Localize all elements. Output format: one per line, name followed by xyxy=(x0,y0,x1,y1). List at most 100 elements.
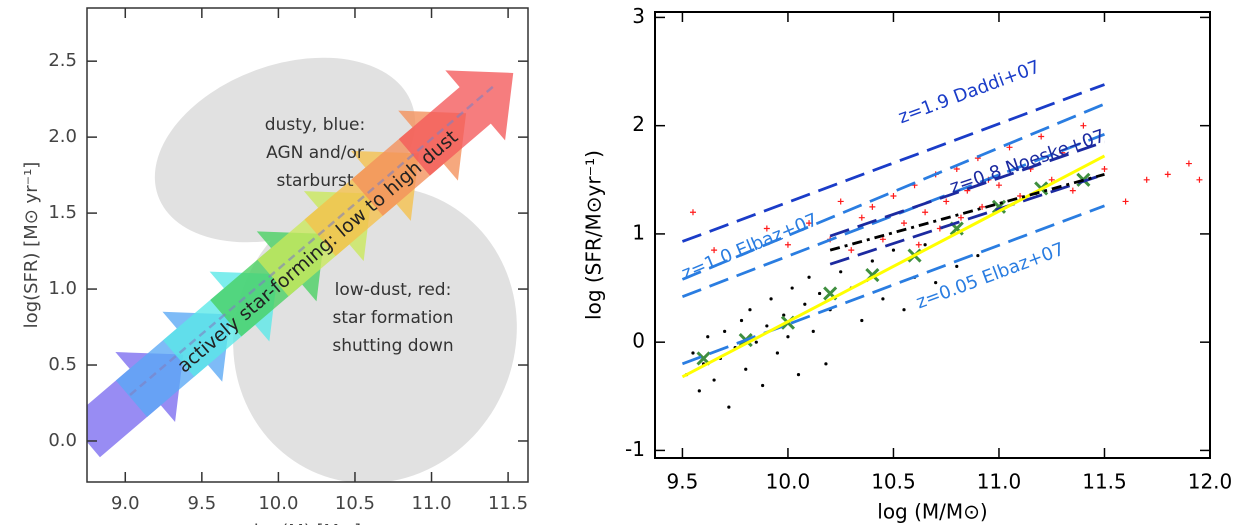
fit-line xyxy=(681,133,1105,299)
point xyxy=(763,225,770,232)
annotation: starburst xyxy=(276,171,353,191)
point xyxy=(807,275,811,279)
annotation: dusty, blue: xyxy=(265,115,365,135)
point xyxy=(848,247,855,254)
y-tick-label: 0.0 xyxy=(48,430,77,451)
left-panel: 9.0 9.5 10.0 10.5 11.0 11.5 0.0 0.5 1.0 1.5 2.0 2.5… xyxy=(21,7,529,525)
point xyxy=(1069,187,1076,194)
line-label: z=0.8 Noeske+07 xyxy=(947,125,1108,198)
point xyxy=(955,264,959,268)
point xyxy=(953,165,960,172)
point xyxy=(769,297,773,301)
annotation: shutting down xyxy=(332,336,453,356)
x-tick-label: 9.0 xyxy=(111,493,140,514)
point xyxy=(957,214,964,221)
annotation: star formation xyxy=(333,308,454,328)
point xyxy=(806,220,813,227)
annotation: AGN and/or xyxy=(266,143,364,163)
x-tick-label: 12.0 xyxy=(1188,470,1233,494)
point xyxy=(901,220,908,227)
plot-area xyxy=(681,83,1203,409)
point xyxy=(754,340,758,344)
point xyxy=(870,259,874,263)
x-tick-label: 10.5 xyxy=(871,470,916,494)
arrow-axis xyxy=(129,84,496,396)
point xyxy=(1185,160,1192,167)
plot-frame xyxy=(86,7,529,483)
point xyxy=(1196,176,1203,183)
point xyxy=(1164,171,1171,178)
x-tick-label: 9.5 xyxy=(667,470,699,494)
point xyxy=(1038,133,1045,140)
y-tick-label: 3 xyxy=(632,4,645,28)
point xyxy=(923,243,927,247)
point xyxy=(976,253,980,258)
point xyxy=(991,199,1007,214)
schematic xyxy=(87,57,517,482)
point xyxy=(922,209,929,216)
x-tick-label: 10.0 xyxy=(766,470,811,494)
point xyxy=(711,247,718,254)
x-tick-label: 11.5 xyxy=(488,493,528,514)
point xyxy=(1080,122,1087,129)
point xyxy=(890,193,897,200)
x-tick-label: 11.0 xyxy=(977,470,1022,494)
y-tick-label: -1 xyxy=(625,437,645,461)
fit-line xyxy=(829,173,1105,266)
x-axis-label: log(M) [M⊙] xyxy=(254,521,361,525)
point xyxy=(697,389,701,393)
point xyxy=(691,351,695,355)
point xyxy=(1048,176,1055,183)
x-tick-label: 10.5 xyxy=(335,493,375,514)
point xyxy=(723,329,727,333)
point xyxy=(839,270,843,274)
point xyxy=(727,405,731,409)
fit-line xyxy=(681,204,1105,366)
point xyxy=(1006,144,1013,151)
point xyxy=(748,308,752,312)
y-axis-label: log (SFR/M⊙yr⁻¹) xyxy=(582,150,606,320)
plot-frame xyxy=(654,11,1211,459)
point xyxy=(881,297,885,301)
point xyxy=(775,351,779,355)
point xyxy=(879,236,886,243)
arrow xyxy=(398,70,514,176)
point xyxy=(1101,165,1108,172)
fit-line xyxy=(681,83,1105,243)
point xyxy=(765,324,769,328)
y-tick-label: 0 xyxy=(632,329,645,353)
point xyxy=(790,286,794,290)
point xyxy=(837,198,844,205)
point xyxy=(995,182,1002,189)
point xyxy=(1143,176,1150,183)
point xyxy=(712,378,716,382)
line-label: z=1.9 Daddi+07 xyxy=(895,56,1043,128)
y-tick-label: 1.5 xyxy=(48,202,77,223)
point xyxy=(796,373,801,377)
point xyxy=(786,335,790,339)
point xyxy=(744,367,748,371)
point xyxy=(818,291,822,296)
y-tick-label: 2 xyxy=(632,112,645,136)
point xyxy=(761,383,765,388)
point xyxy=(803,302,807,306)
x-tick-label: 10.0 xyxy=(258,493,298,514)
y-tick-label: 0.5 xyxy=(48,354,77,375)
y-tick-label: 2.5 xyxy=(48,50,77,71)
point xyxy=(858,214,865,221)
fit-line xyxy=(829,173,1105,252)
line-label: z=1.0 Elbaz+07 xyxy=(679,209,821,284)
x-tick-label: 9.5 xyxy=(188,493,217,514)
x-tick-label: 11.5 xyxy=(1082,470,1127,494)
point xyxy=(891,248,896,252)
point xyxy=(979,203,986,210)
x-axis-label: log (M/M⊙) xyxy=(877,500,987,524)
y-tick-label: 1 xyxy=(632,220,645,244)
point xyxy=(934,281,938,285)
point xyxy=(824,362,828,366)
point xyxy=(943,198,950,205)
point xyxy=(706,335,710,339)
right-panel: 9.5 10.0 10.5 11.0 11.5 12.0 -1 0 1 2 3 log (M/M⊙) l… xyxy=(582,4,1233,524)
